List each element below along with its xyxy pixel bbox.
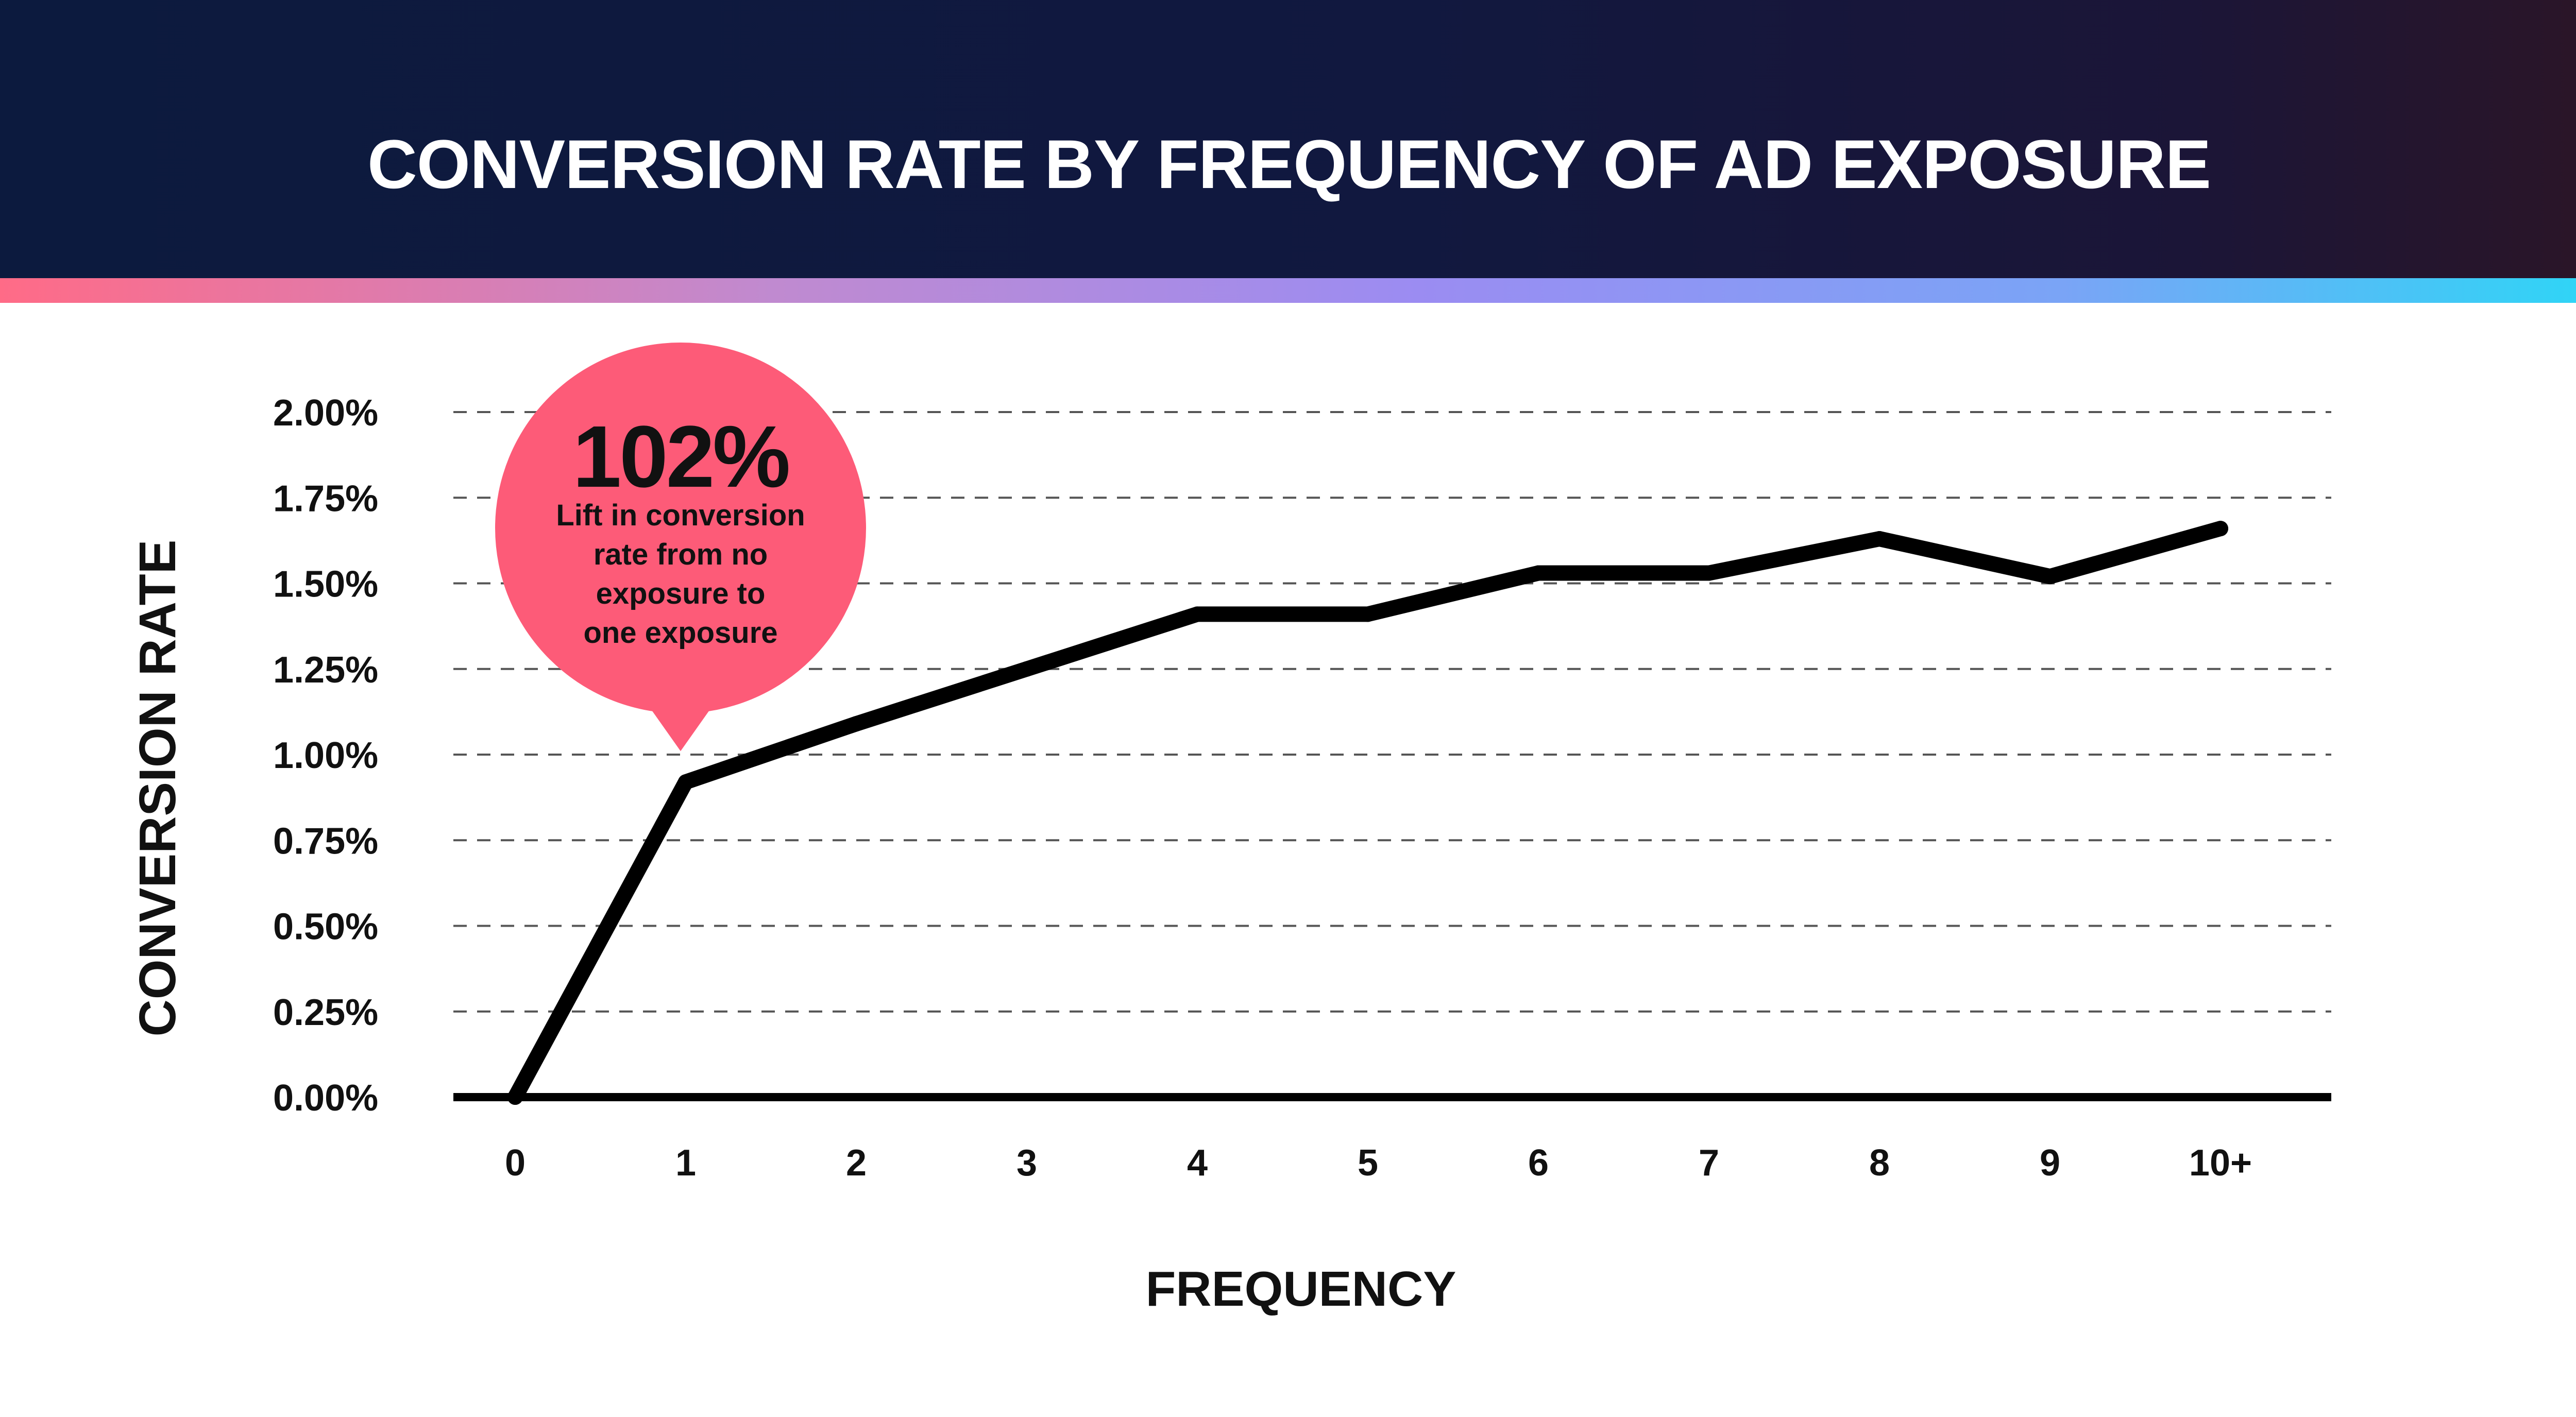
accent-gradient-bar xyxy=(0,278,2576,303)
data-point xyxy=(1531,565,1546,581)
callout-text-line: rate from no xyxy=(594,538,768,571)
y-tick-label: 0.00% xyxy=(273,1078,378,1119)
x-tick-label: 8 xyxy=(1869,1142,1890,1184)
x-tick-label: 0 xyxy=(505,1142,526,1184)
data-point xyxy=(678,774,693,790)
x-tick-label: 6 xyxy=(1528,1142,1549,1184)
y-axis-tick-labels: 0.00% 0.25% 0.50% 0.75% 1.00% 1.25% 1.50% 1.75%… xyxy=(273,392,378,1119)
data-point xyxy=(1019,661,1035,677)
x-tick-label: 5 xyxy=(1358,1142,1378,1184)
y-tick-label: 0.50% xyxy=(273,907,378,948)
y-tick-label: 1.25% xyxy=(273,650,378,691)
data-points xyxy=(507,521,2228,1105)
x-axis-title: FREQUENCY xyxy=(1146,1261,1456,1317)
y-tick-label: 2.00% xyxy=(273,392,378,434)
data-point xyxy=(2213,521,2228,537)
x-tick-label: 10+ xyxy=(2189,1142,2252,1184)
data-point xyxy=(849,716,864,732)
y-tick-label: 1.50% xyxy=(273,564,378,605)
data-point xyxy=(507,1089,523,1105)
header-banner xyxy=(0,0,2576,278)
y-tick-label: 1.00% xyxy=(273,735,378,776)
callout-pointer xyxy=(639,693,722,752)
x-axis-tick-labels: 0 1 2 3 4 5 6 7 8 9 10+ xyxy=(505,1142,2252,1184)
callout-circle xyxy=(495,343,866,713)
lift-callout-bubble: 102%Lift in conversion rate from no exposu… xyxy=(495,343,866,752)
y-tick-label: 1.75% xyxy=(273,478,378,519)
x-tick-label: 2 xyxy=(846,1142,867,1184)
x-tick-label: 9 xyxy=(2040,1142,2060,1184)
data-point xyxy=(1701,565,1717,581)
y-tick-label: 0.25% xyxy=(273,992,378,1033)
x-tick-label: 3 xyxy=(1016,1142,1037,1184)
x-tick-label: 1 xyxy=(675,1142,696,1184)
data-point xyxy=(1190,606,1205,622)
y-tick-label: 0.75% xyxy=(273,821,378,862)
x-tick-label: 4 xyxy=(1187,1142,1208,1184)
data-point xyxy=(1872,531,1887,547)
y-axis-title: CONVERSION RATE xyxy=(129,540,187,1037)
callout-text-line: exposure to xyxy=(596,577,766,610)
callout-headline: 102% xyxy=(573,408,789,506)
page-title: CONVERSION RATE BY FREQUENCY OF AD EXPOS… xyxy=(367,126,2211,203)
callout-text-line: Lift in conversion xyxy=(556,499,805,532)
callout-text-line: one exposure xyxy=(583,616,777,650)
x-tick-label: 7 xyxy=(1699,1142,1719,1184)
data-point xyxy=(1360,606,1376,622)
data-point xyxy=(2042,569,2058,585)
